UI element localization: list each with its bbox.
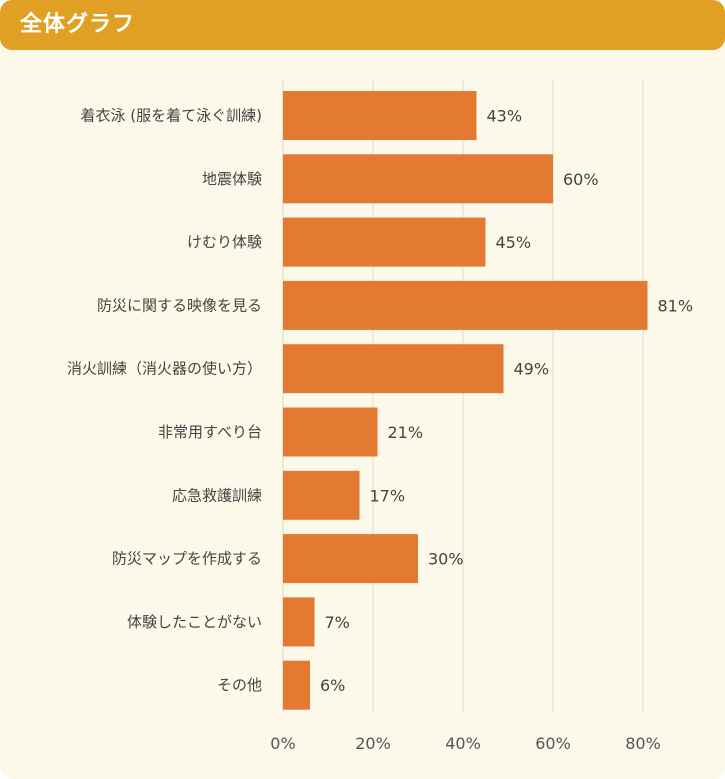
bar (283, 280, 648, 330)
bar (283, 660, 310, 710)
category-label: 地震体験 (202, 170, 262, 188)
x-tick-label: 40% (445, 734, 481, 753)
bar (283, 217, 486, 267)
value-label: 49% (514, 360, 550, 379)
bar (283, 91, 477, 140)
value-label: 21% (388, 423, 424, 442)
bar (283, 407, 378, 457)
x-tick-label: 80% (625, 734, 661, 753)
value-label: 30% (428, 550, 464, 569)
value-label: 7% (325, 613, 350, 632)
category-label: けむり体験 (187, 233, 262, 251)
bar (283, 470, 360, 520)
value-label: 45% (496, 233, 532, 252)
bar (283, 597, 315, 647)
category-label: 体験したことがない (127, 613, 262, 631)
bar (283, 534, 418, 584)
category-label: 消火訓練（消火器の使い方） (67, 360, 262, 378)
bar (283, 344, 504, 394)
category-label: 防災に関する映像を見る (97, 296, 262, 314)
category-label: 防災マップを作成する (112, 550, 262, 568)
category-label: 着衣泳 (服を着て泳ぐ訓練) (81, 107, 262, 125)
x-tick-label: 0% (270, 734, 295, 753)
category-label: その他 (217, 676, 262, 694)
chart-header: 全体グラフ (0, 0, 725, 50)
value-label: 6% (320, 676, 345, 695)
category-label: 応急救護訓練 (172, 486, 262, 504)
x-tick-label: 20% (355, 734, 391, 753)
value-label: 81% (658, 296, 694, 315)
x-tick-label: 60% (535, 734, 571, 753)
category-label: 非常用すべり台 (158, 423, 262, 441)
bar (283, 154, 553, 204)
value-label: 17% (370, 486, 406, 505)
chart-title: 全体グラフ (20, 12, 136, 37)
value-label: 43% (487, 107, 523, 126)
value-label: 60% (563, 170, 599, 189)
